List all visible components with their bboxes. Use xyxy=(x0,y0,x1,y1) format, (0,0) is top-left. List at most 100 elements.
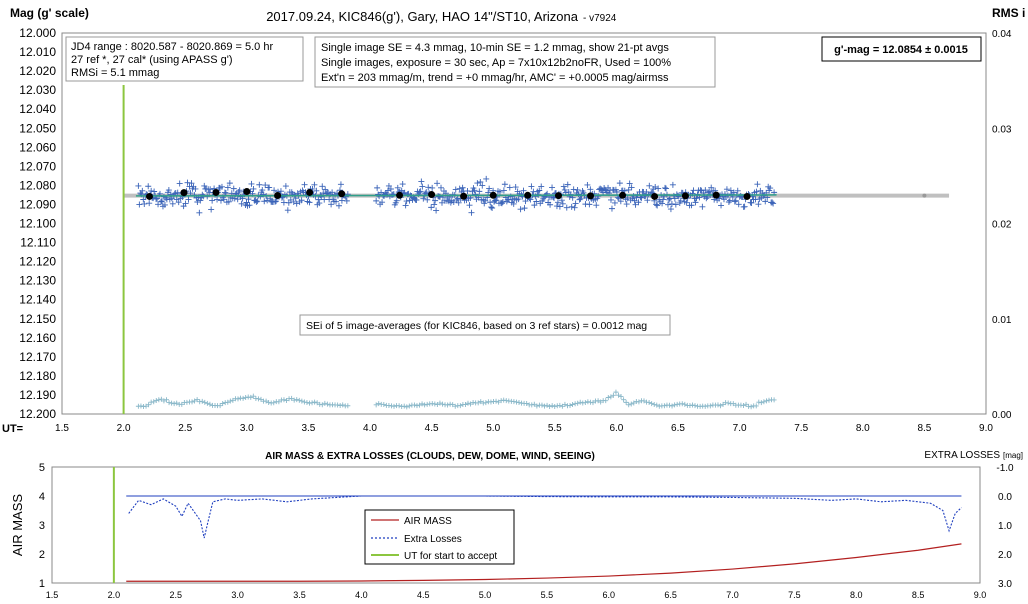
rms-point xyxy=(422,402,428,408)
data-point xyxy=(486,185,493,192)
rms-point xyxy=(153,398,159,404)
data-point xyxy=(482,197,489,204)
data-point xyxy=(653,201,660,208)
data-point xyxy=(472,191,479,198)
data-point xyxy=(481,200,488,207)
rms-point xyxy=(672,402,678,408)
data-point xyxy=(417,188,424,195)
bottom-x-tick-label: 9.0 xyxy=(974,590,987,600)
top-y2-tick-labels: 0.04 0.03 0.02 0.01 0.00 xyxy=(992,29,1012,421)
data-point xyxy=(429,184,436,191)
rms-point xyxy=(483,400,489,406)
rms-point xyxy=(294,397,300,403)
data-point xyxy=(218,183,225,190)
info-box-1-line-2: 27 ref *, 27 cal* (using APASS g') xyxy=(71,54,232,66)
data-point xyxy=(238,200,245,207)
info-box-2-line-2: Single images, exposure = 30 sec, Ap = 7… xyxy=(321,57,671,69)
data-point xyxy=(243,199,250,206)
data-point xyxy=(517,206,524,213)
data-point xyxy=(271,187,278,194)
bottom-y2-tick-label: 3.0 xyxy=(998,579,1012,590)
data-point xyxy=(220,196,227,203)
rms-point xyxy=(552,403,558,409)
rms-point xyxy=(307,400,313,406)
rms-point xyxy=(151,399,157,405)
top-y-tick-label: 12.100 xyxy=(19,217,56,231)
data-point xyxy=(735,201,742,208)
data-point xyxy=(485,189,492,196)
top-y-tick-label: 12.140 xyxy=(19,293,56,307)
bottom-x-tick-label: 6.5 xyxy=(664,590,677,600)
data-point xyxy=(574,186,581,193)
data-point xyxy=(688,202,695,209)
legend-extra-losses-label: Extra Losses xyxy=(404,534,462,545)
data-point xyxy=(169,200,176,207)
top-chart: Mag (g' scale) RMS i 2017.09.24, KIC846(… xyxy=(2,6,1025,435)
rms-point xyxy=(542,403,548,409)
rms-point xyxy=(166,400,172,406)
data-point xyxy=(259,187,266,194)
data-point xyxy=(553,203,560,210)
bottom-chart: AIR MASS & EXTRA LOSSES (CLOUDS, DEW, DO… xyxy=(10,450,1023,600)
rms-point xyxy=(493,398,499,404)
rms-point xyxy=(345,403,351,409)
data-point xyxy=(161,201,168,208)
data-point xyxy=(479,182,486,189)
rms-point xyxy=(388,403,394,409)
rms-point xyxy=(549,403,555,409)
data-point xyxy=(561,186,568,193)
data-point xyxy=(135,182,142,189)
data-point xyxy=(174,189,181,196)
data-point xyxy=(741,203,748,210)
rms-point xyxy=(475,400,481,406)
data-point xyxy=(253,198,260,205)
data-point xyxy=(423,189,430,196)
rms-point xyxy=(562,401,568,407)
rms-point xyxy=(192,398,198,404)
data-point xyxy=(488,204,495,211)
data-point xyxy=(262,182,269,189)
data-point xyxy=(664,201,671,208)
top-x-tick-label: 6.0 xyxy=(609,423,623,434)
data-point xyxy=(489,205,496,211)
data-point xyxy=(693,195,700,202)
gmag-label: g'-mag = 12.0854 ± 0.0015 xyxy=(834,44,968,56)
rms-point xyxy=(281,397,287,403)
data-point xyxy=(456,185,463,192)
rms-point xyxy=(401,403,407,409)
top-x-tick-label: 7.0 xyxy=(733,423,747,434)
rms-point xyxy=(761,399,767,405)
top-y-tick-label: 12.010 xyxy=(19,45,56,59)
rms-point xyxy=(661,403,667,409)
rms-point xyxy=(199,398,205,404)
rms-point xyxy=(667,402,673,408)
rms-point xyxy=(250,393,256,399)
data-point xyxy=(528,183,535,190)
top-y-tick-label: 12.160 xyxy=(19,331,56,345)
data-point xyxy=(455,199,462,206)
data-point xyxy=(531,202,538,209)
average-point xyxy=(243,187,251,195)
data-point xyxy=(464,187,471,194)
data-point xyxy=(570,186,577,193)
rms-point xyxy=(432,401,438,407)
bottom-y2-tick-labels: -1.0 0.0 1.0 2.0 3.0 xyxy=(996,463,1014,590)
data-point xyxy=(420,195,427,202)
data-point xyxy=(432,197,439,204)
rms-point xyxy=(299,398,305,404)
rms-point xyxy=(240,395,246,401)
rms-point xyxy=(707,403,713,409)
average-point xyxy=(145,192,153,200)
top-chart-title: 2017.09.24, KIC846(g'), Gary, HAO 14"/ST… xyxy=(266,9,579,24)
rms-point xyxy=(702,403,708,409)
data-point xyxy=(521,205,528,212)
rms-point xyxy=(570,401,576,407)
bottom-x-tick-labels: 1.5 2.0 2.5 3.0 3.5 4.0 4.5 5.0 5.5 6.0 6.5 7.0 7.5 8… xyxy=(46,590,987,600)
rms-point xyxy=(478,399,484,405)
data-point xyxy=(403,198,410,205)
top-y-tick-labels: 12.000 12.010 12.020 12.030 12.040 12.050 12.0… xyxy=(19,26,56,421)
bottom-y-tick-label: 5 xyxy=(39,462,45,474)
rms-point xyxy=(414,403,420,409)
top-y2-axis-label: RMS i xyxy=(992,6,1025,20)
rms-point xyxy=(335,402,341,408)
